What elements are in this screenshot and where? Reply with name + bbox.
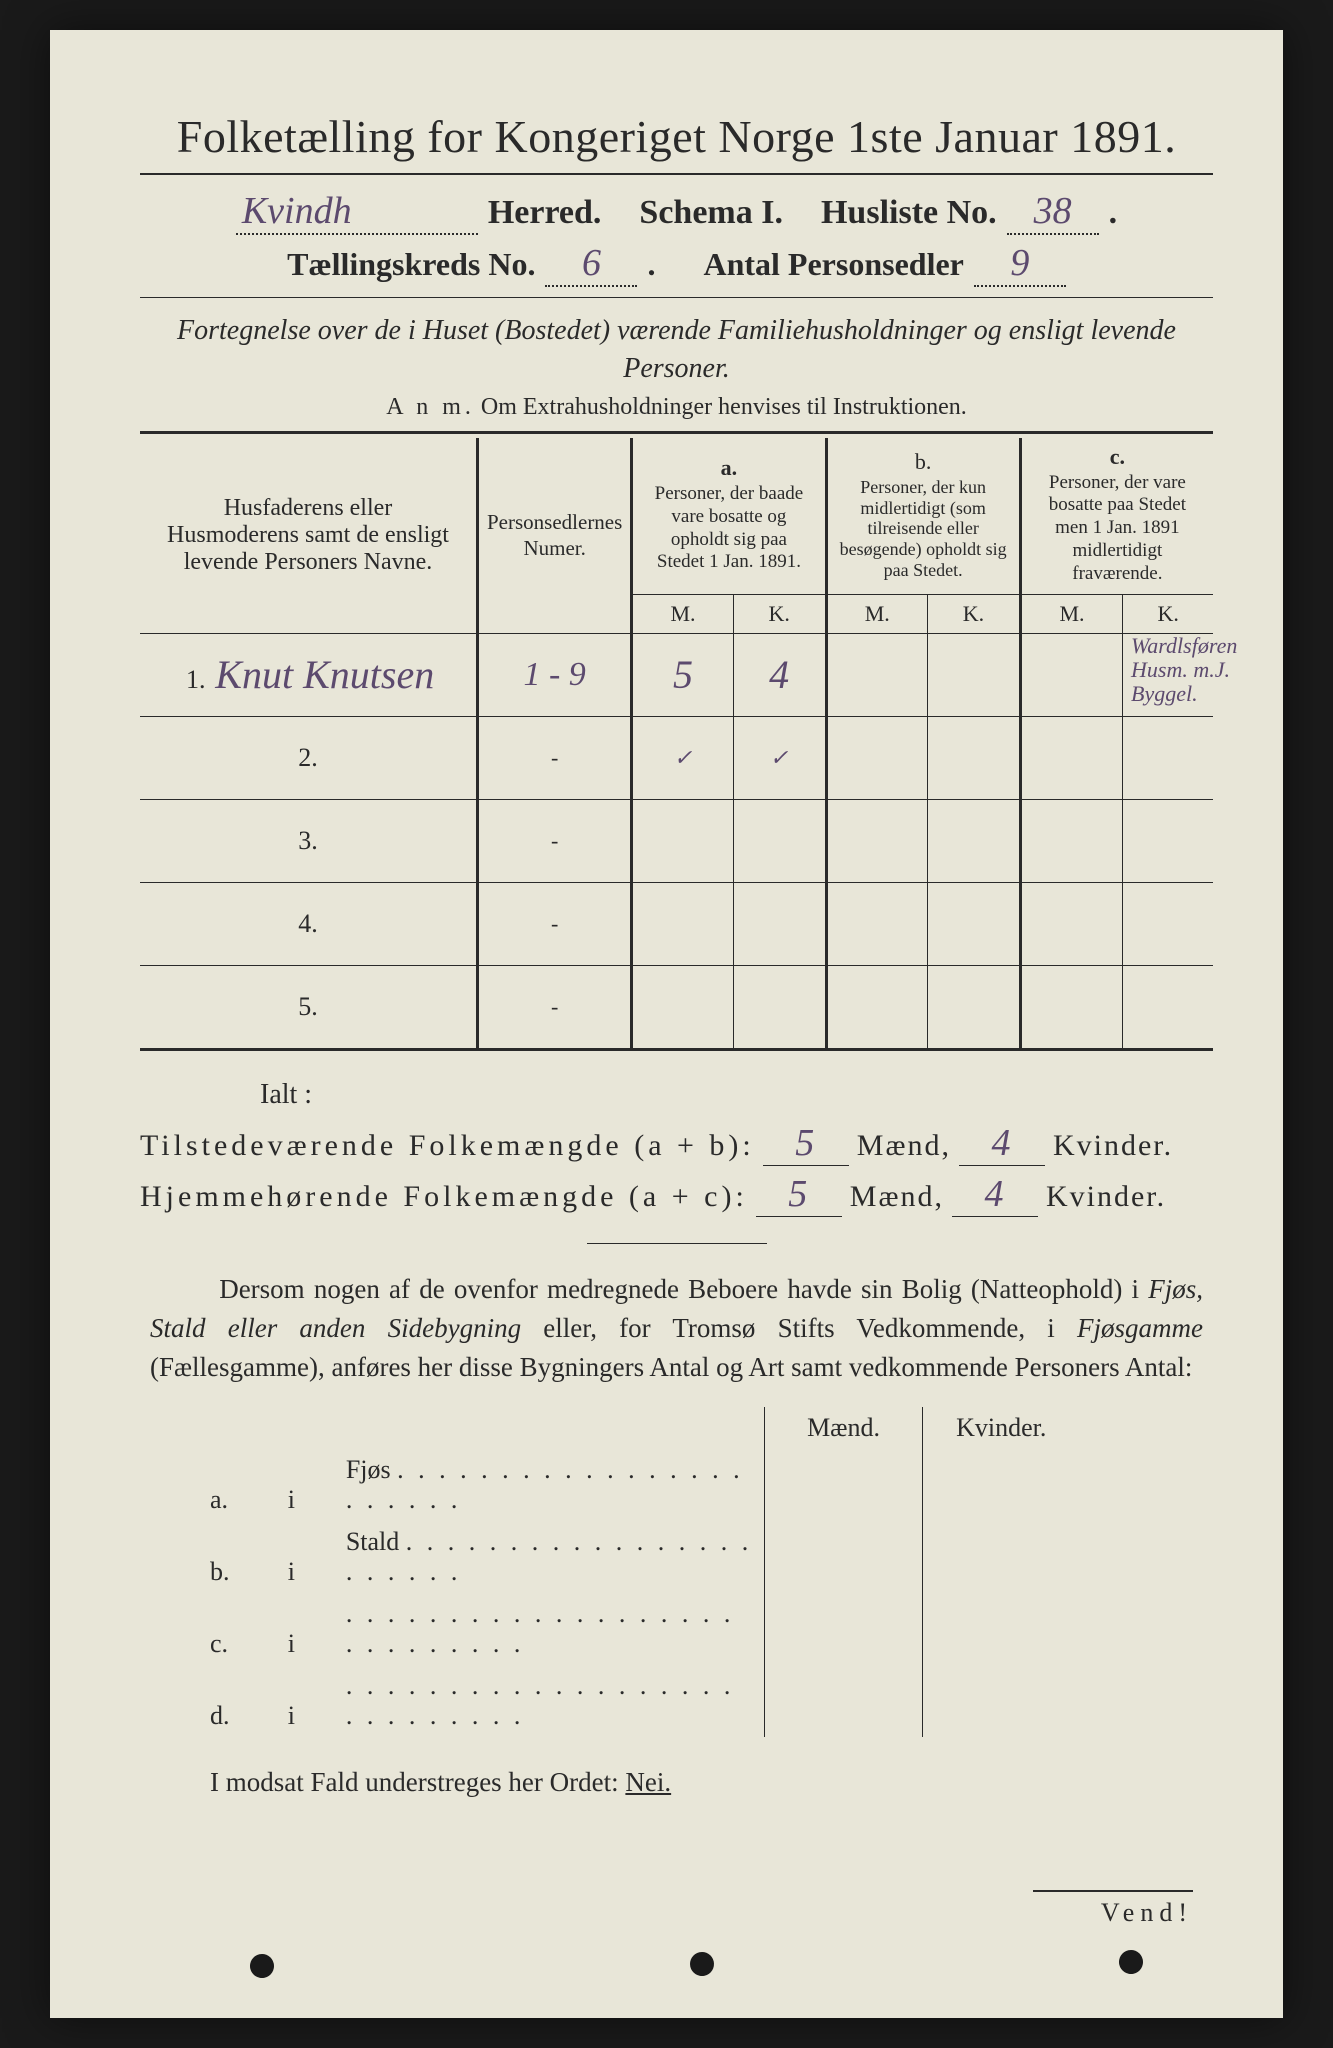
kvinder-label: Kvinder. [1053,1129,1173,1163]
maend-label: Mænd, [850,1180,944,1214]
col-numer-header: Personsedlernes Numer. [478,438,632,633]
total-line-1: Tilstedeværende Folkemængde (a + b): 5 M… [140,1121,1213,1166]
lower-i: i [278,1593,336,1665]
title-rule [140,173,1213,175]
lower-maend: Mænd. [765,1407,922,1449]
header-line-2: Tællingskreds No. 6 . Antal Personsedler… [140,241,1213,287]
table-row: 1. Knut Knutsen 1 - 9 5 4 [140,633,1213,716]
ink-blot [1117,1948,1145,1976]
col-b-header: b. Personer, der kun midlertidigt (som t… [826,438,1020,594]
cell-a-m: 5 [673,652,693,697]
ialt-label: Ialt : [260,1079,1213,1111]
lower-table: Mænd. Kvinder. a. i Fjøs . . . . . . . .… [200,1407,1080,1737]
row-num: 4. [294,909,322,939]
c-m: M. [1020,594,1123,633]
herred-value: Kvindh [242,190,352,232]
total2-m: 5 [788,1173,809,1215]
herred-label: Herred. [488,194,602,232]
a-m: M. [632,594,733,633]
table-row: 4. - [140,882,1213,965]
kreds-label: Tællingskreds No. [287,246,535,283]
totals-block: Ialt : Tilstedeværende Folkemængde (a + … [140,1079,1213,1217]
schema-label: Schema I. [639,194,783,232]
ink-blot [248,1952,276,1980]
anm-line: A n m. Om Extrahusholdninger henvises ti… [140,394,1213,421]
table-top-rule [140,431,1213,434]
total2-label: Hjemmehørende Folkemængde (a + c): [140,1180,748,1214]
short-divider [587,1243,767,1244]
a-k: K. [733,594,826,633]
row-num: 2. [294,743,322,773]
row-name: Knut Knutsen [215,652,434,697]
row-num: 5. [294,992,322,1022]
antal-value: 9 [1010,242,1029,284]
lower-key: b. [200,1521,278,1593]
row-numer: - [551,994,558,1019]
lower-header: Mænd. Kvinder. [200,1407,1080,1449]
lower-row: c. i . . . . . . . . . . . . . . . . . .… [200,1593,1080,1665]
row-numer: 1 - 9 [523,656,585,693]
col-names-header: Husfaderens eller Husmoderens samt de en… [140,438,478,633]
antal-label: Antal Personsedler [703,246,963,283]
cell-a-k: ✓ [770,745,788,770]
page-title: Folketælling for Kongeriget Norge 1ste J… [140,110,1213,163]
vend-label: Vend! [1033,1890,1193,1928]
lower-i: i [278,1449,336,1521]
nei-line: I modsat Fald understreges her Ordet: Ne… [210,1767,1213,1798]
document-page: Folketælling for Kongeriget Norge 1ste J… [50,30,1283,2018]
row-numer: - [551,745,558,770]
lower-row: a. i Fjøs . . . . . . . . . . . . . . . … [200,1449,1080,1521]
table-row: 5. - [140,965,1213,1049]
total1-m: 5 [795,1122,816,1164]
cell-a-m: ✓ [674,745,692,770]
maend-label: Mænd, [857,1129,951,1163]
ink-blot [688,1950,716,1978]
b-m: M. [826,594,927,633]
table-header-row-1: Husfaderens eller Husmoderens samt de en… [140,438,1213,594]
content-area: Folketælling for Kongeriget Norge 1ste J… [50,30,1283,1798]
col-c-header: c. Personer, der vare bosatte paa Stedet… [1020,438,1213,594]
lower-i: i [278,1665,336,1737]
lower-key: a. [200,1449,278,1521]
col-a-header: a. Personer, der baade vare bosatte og o… [632,438,826,594]
total2-k: 4 [984,1173,1005,1215]
margin-note: Wardlsføren Husm. m.J. Byggel. [1131,634,1271,707]
lower-label: Fjøs [346,1455,391,1484]
row-numer: - [551,828,558,853]
lower-i: i [278,1521,336,1593]
cell-a-k: 4 [769,652,789,697]
row-num: 3. [294,826,322,856]
c-k: K. [1123,594,1213,633]
total1-label: Tilstedeværende Folkemængde (a + b): [140,1129,755,1163]
table-row: 3. - [140,799,1213,882]
row-num: 1. [182,665,210,695]
kreds-value: 6 [582,242,601,284]
nei-word: Nei. [625,1767,671,1797]
total-line-2: Hjemmehørende Folkemængde (a + c): 5 Mæn… [140,1172,1213,1217]
census-table: Husfaderens eller Husmoderens samt de en… [140,438,1213,1051]
kvinder-label: Kvinder. [1046,1180,1166,1214]
husliste-label: Husliste No. [821,194,997,232]
b-k: K. [927,594,1020,633]
lower-label: Stald [346,1527,399,1556]
paragraph: Dersom nogen af de ovenfor medregnede Be… [150,1270,1203,1387]
subtitle: Fortegnelse over de i Huset (Bostedet) v… [177,312,1177,388]
total1-k: 4 [991,1122,1012,1164]
lower-row: d. i . . . . . . . . . . . . . . . . . .… [200,1665,1080,1737]
husliste-value: 38 [1034,190,1072,232]
table-row: 2. - ✓ ✓ [140,716,1213,799]
rule [140,297,1213,298]
lower-key: c. [200,1593,278,1665]
row-numer: - [551,911,558,936]
lower-key: d. [200,1665,278,1737]
anm-label: A n m. [386,394,475,420]
lower-kvinder: Kvinder. [922,1407,1080,1449]
anm-text: Om Extrahusholdninger henvises til Instr… [481,394,967,420]
header-line-1: Kvindh Herred. Schema I. Husliste No. 38… [140,189,1213,235]
lower-row: b. i Stald . . . . . . . . . . . . . . .… [200,1521,1080,1593]
